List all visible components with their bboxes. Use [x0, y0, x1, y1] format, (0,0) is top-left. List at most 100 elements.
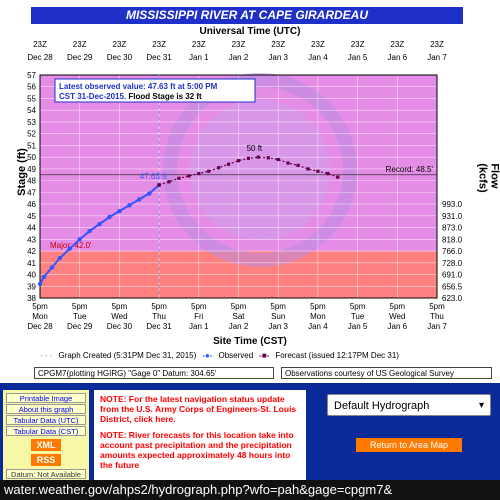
- observed-point: [67, 246, 72, 251]
- stage-tick-label: 38: [27, 294, 36, 303]
- utc-tick-hour: 23Z: [311, 40, 325, 49]
- site-tick-time: 5pm: [191, 302, 207, 311]
- url-bar[interactable]: water.weather.gov/ahps2/hydrograph.php?w…: [0, 480, 500, 500]
- site-tick-date: Jan 1: [189, 322, 209, 331]
- stage-tick-label: 57: [27, 71, 36, 80]
- utc-tick-date: Dec 30: [107, 53, 133, 62]
- flood-stage-text: Flood Stage is 32 ft: [126, 92, 202, 101]
- site-tick-date: Jan 5: [348, 322, 368, 331]
- stage-tick-label: 44: [27, 224, 36, 233]
- forecast-point: [296, 163, 300, 167]
- forecast-point: [197, 171, 201, 176]
- info-line-1: Latest observed value: 47.63 ft at 5:00 …: [59, 82, 218, 91]
- observations-credit: Observations courtesy of US Geological S…: [281, 367, 492, 379]
- hydrograph-select-value: Default Hydrograph: [334, 400, 430, 412]
- utc-tick-hour: 23Z: [390, 40, 404, 49]
- observed-point: [117, 208, 122, 214]
- stage-tick-label: 41: [27, 259, 36, 268]
- utc-tick-date: Jan 2: [229, 53, 249, 62]
- flow-tick-label: 623.0: [442, 294, 463, 303]
- utc-tick-date: Dec 29: [67, 53, 93, 62]
- site-tick-time: 5pm: [231, 302, 247, 311]
- record-label: Record: 48.5': [386, 165, 434, 174]
- chart-title: MISSISSIPPI RIVER AT CAPE GIRARDEAU: [31, 7, 463, 24]
- stage-tick-label: 48: [27, 177, 36, 186]
- site-tick-time: 5pm: [72, 302, 88, 311]
- legend-forecast: Forecast (issued 12:17PM Dec 31): [275, 351, 399, 360]
- forecast-note: NOTE: River forecasts for this location …: [100, 430, 294, 470]
- stage-tick-label: 50: [27, 153, 36, 162]
- chevron-down-icon: ▾: [478, 400, 484, 411]
- observed-point: [57, 255, 63, 261]
- return-to-area-map-button[interactable]: Return to Area Map: [356, 438, 462, 452]
- forecast-point: [217, 166, 221, 170]
- site-tick-time: 5pm: [151, 302, 167, 311]
- forecast-point: [226, 162, 231, 166]
- utc-tick-date: Jan 1: [189, 53, 209, 62]
- flow-tick-label: 818.0: [442, 235, 463, 244]
- flow-tick-label: 993.0: [442, 200, 463, 209]
- site-tick-time: 5pm: [429, 302, 445, 311]
- site-tick-day: Sat: [232, 312, 245, 321]
- utc-tick-date: Jan 6: [388, 53, 408, 62]
- printable-image-link[interactable]: Printable Image: [6, 393, 86, 403]
- info-line-2: CST 31-Dec-2015. Flood Stage is 32 ft: [59, 92, 202, 101]
- observed-point: [49, 265, 55, 270]
- hydrograph-select[interactable]: Default Hydrograph ▾: [327, 394, 491, 416]
- stage-tick-label: 42: [27, 247, 36, 256]
- site-tick-date: Jan 4: [308, 322, 328, 331]
- flow-tick-label: 656.5: [442, 282, 463, 291]
- flow-tick-label: 766.0: [442, 247, 463, 256]
- flow-tick-label: 873.0: [442, 224, 463, 233]
- forecast-point: [177, 176, 181, 180]
- site-tick-time: 5pm: [310, 302, 326, 311]
- xml-button[interactable]: XML: [31, 439, 61, 451]
- site-tick-day: Mon: [310, 312, 326, 321]
- stage-tick-label: 47: [27, 188, 36, 197]
- stage-tick-label: 55: [27, 94, 36, 103]
- legend-created: Graph Created (5:31PM Dec 31, 2015): [58, 351, 197, 360]
- forecast-point: [157, 183, 161, 187]
- site-tick-day: Mon: [32, 312, 48, 321]
- stage-tick-label: 39: [27, 282, 36, 291]
- legend-observed: Observed: [218, 351, 254, 360]
- about-graph-link[interactable]: About this graph: [6, 404, 86, 414]
- utc-tick-date: Jan 4: [308, 53, 328, 62]
- forecast-point: [167, 180, 171, 184]
- stage-tick-label: 54: [27, 106, 36, 115]
- datum-note-link[interactable]: Datum: Not Available: [6, 469, 86, 479]
- observed-point: [137, 197, 142, 202]
- noaa-watermark-center: [190, 100, 330, 240]
- forecast-point: [326, 171, 330, 176]
- stage-tick-label: 56: [27, 83, 36, 92]
- forecast-point: [336, 175, 340, 179]
- stage-tick-label: 45: [27, 212, 36, 221]
- rss-button[interactable]: RSS: [31, 454, 61, 466]
- stage-tick-label: 53: [27, 118, 36, 127]
- utc-tick-date: Dec 28: [27, 53, 53, 62]
- flow-tick-label: 691.0: [442, 271, 463, 280]
- site-tick-time: 5pm: [270, 302, 286, 311]
- plot-frame: [39, 74, 438, 299]
- site-tick-date: Jan 6: [388, 322, 408, 331]
- legend-observed-marker: -●-: [202, 351, 213, 360]
- utc-tick-hour: 23Z: [152, 40, 166, 49]
- utc-tick-hour: 23Z: [430, 40, 444, 49]
- tabular-cst-link[interactable]: Tabular Data (CST): [6, 426, 86, 436]
- site-tick-day: Thu: [152, 312, 166, 321]
- navigation-note[interactable]: NOTE: For the latest navigation status u…: [100, 394, 297, 424]
- utc-tick-hour: 23Z: [192, 40, 206, 49]
- info-box: [54, 78, 256, 103]
- tabular-utc-link[interactable]: Tabular Data (UTC): [6, 415, 86, 425]
- datum-info: CPGM7(plotting HGIRG) "Gage 0" Datum: 30…: [34, 367, 274, 379]
- utc-tick-date: Jan 5: [348, 53, 368, 62]
- flow-tick-label: 931.0: [442, 212, 463, 221]
- site-tick-day: Tue: [73, 312, 87, 321]
- flow-axis-title: Flow (kcfs): [476, 163, 500, 193]
- stage-tick-label: 46: [27, 200, 36, 209]
- observed-point: [146, 191, 152, 196]
- site-tick-day: Wed: [111, 312, 127, 321]
- utc-tick-hour: 23Z: [351, 40, 365, 49]
- stage-tick-label: 49: [27, 165, 36, 174]
- forecast-point: [286, 161, 290, 165]
